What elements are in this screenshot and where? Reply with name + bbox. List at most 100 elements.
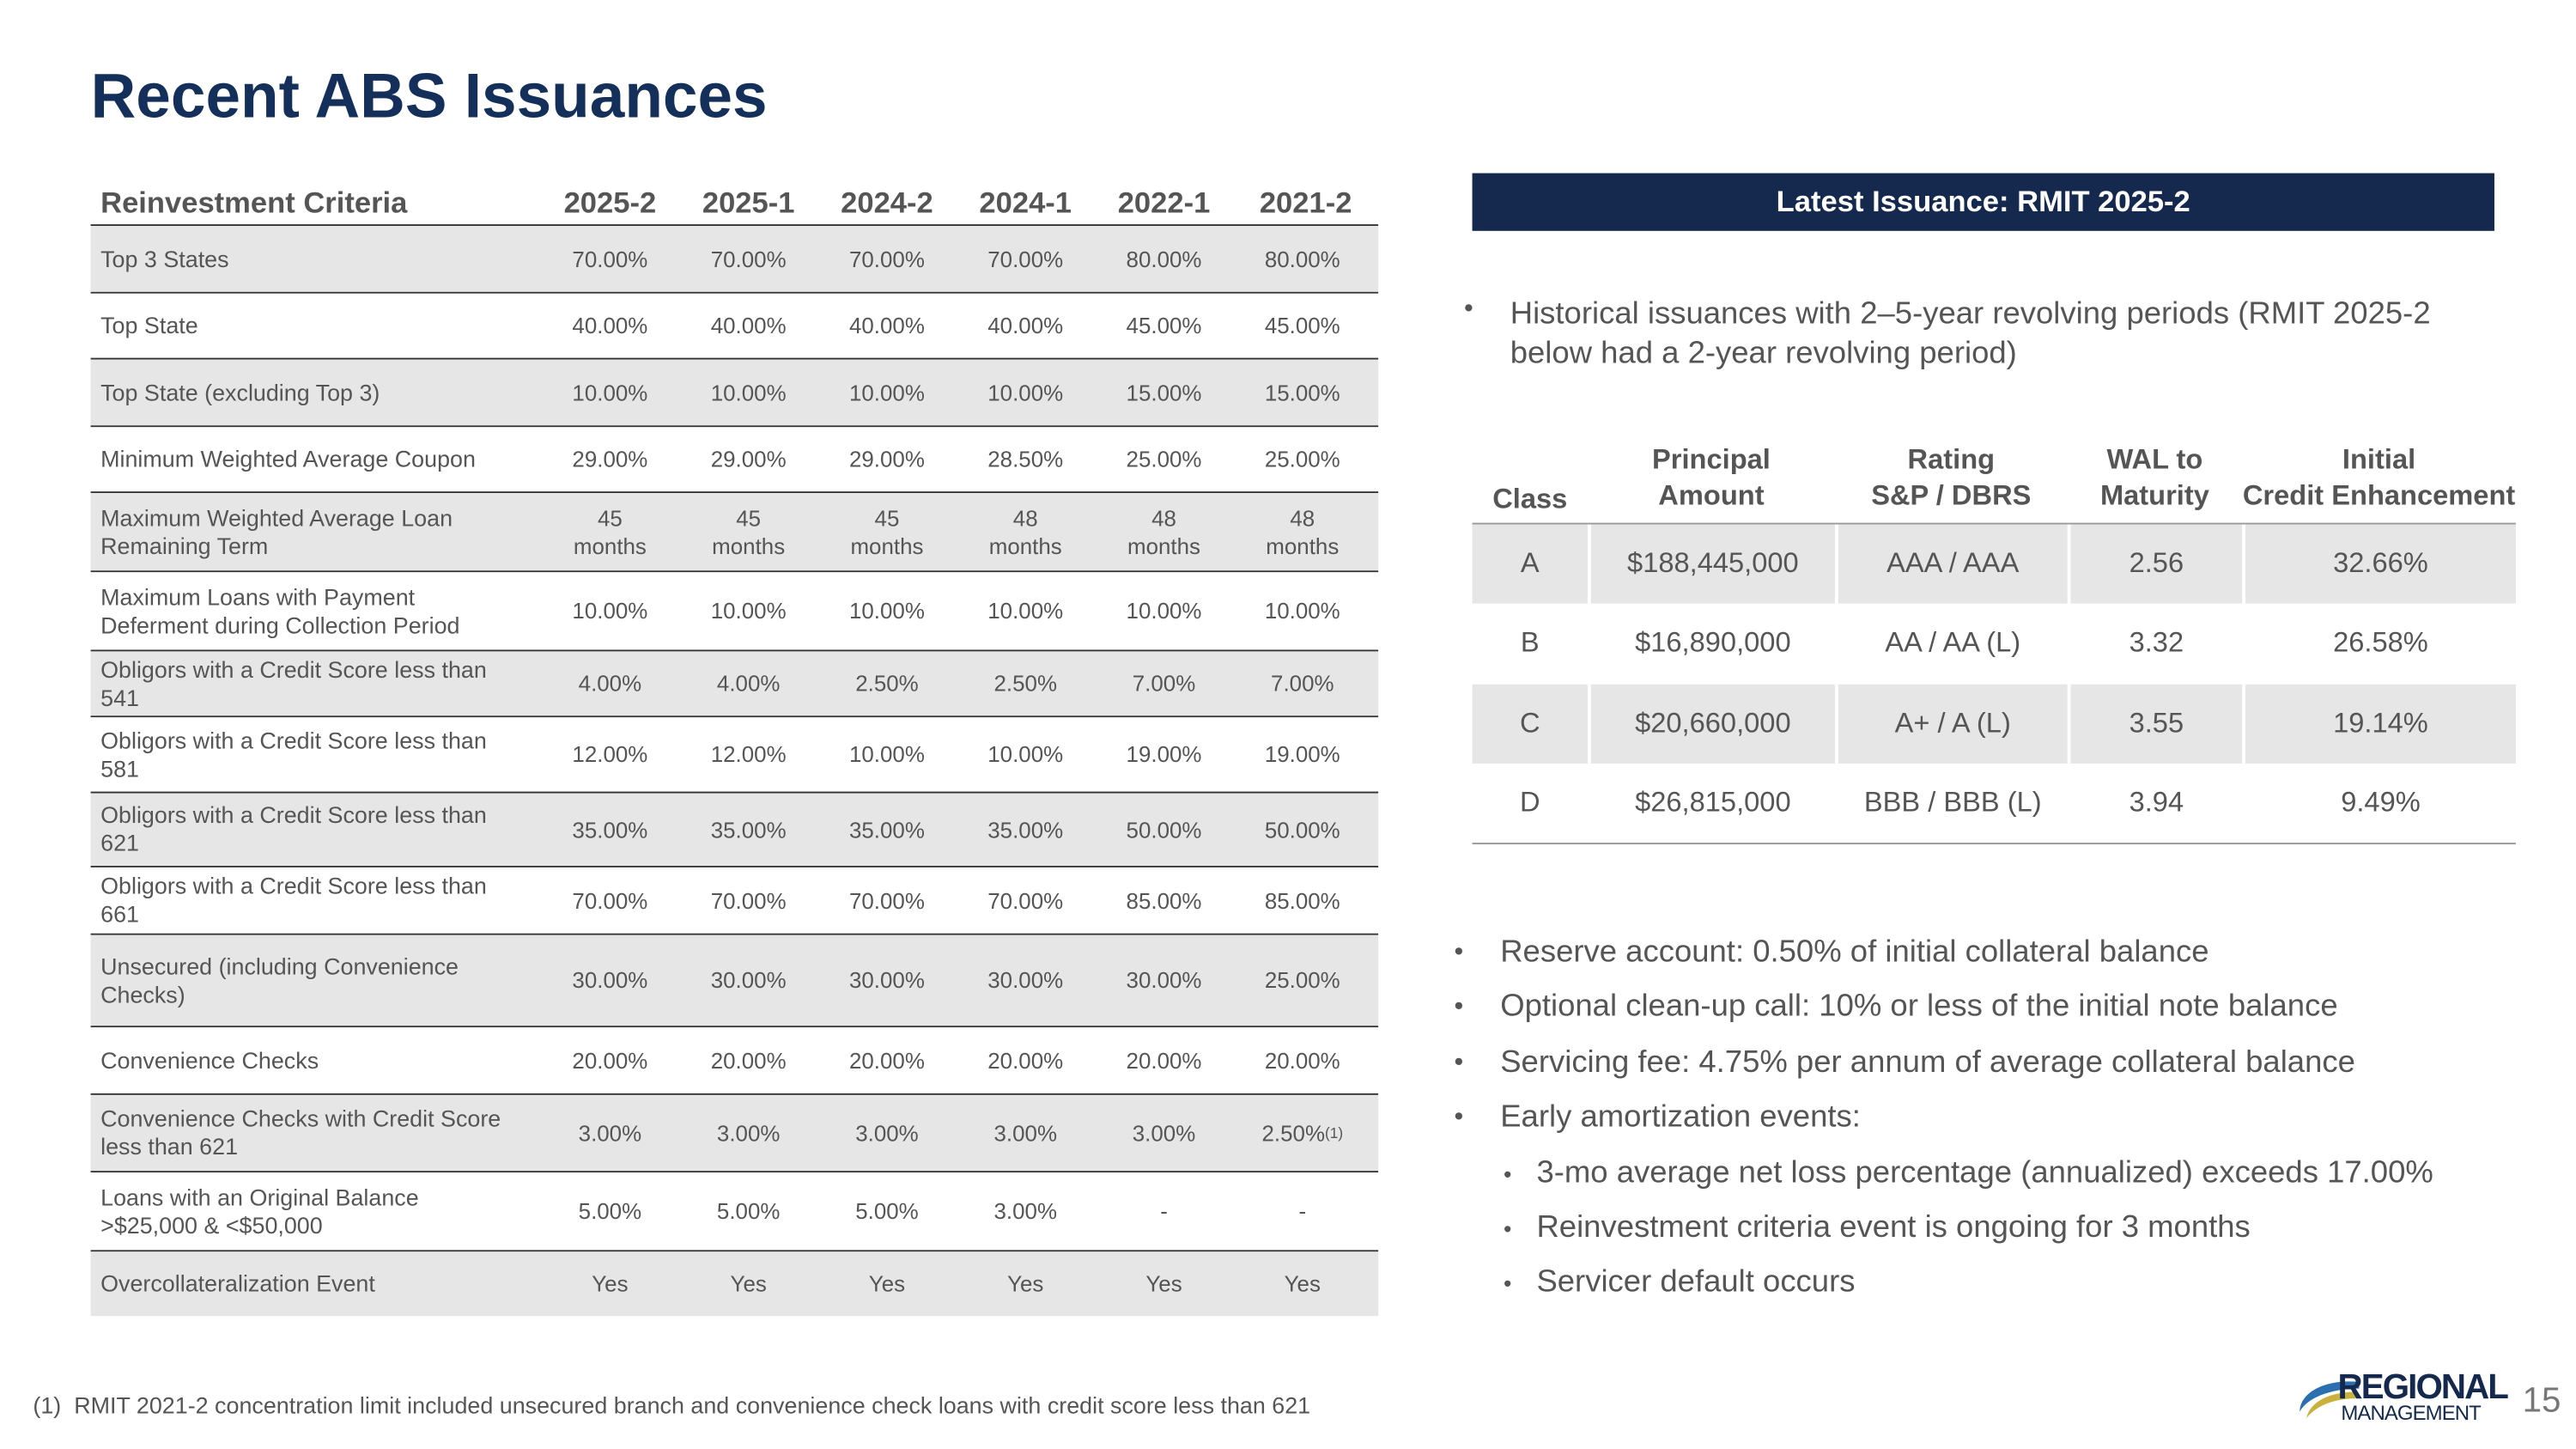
header-rule — [90, 224, 1379, 227]
cell: 10.00% — [1095, 572, 1233, 649]
cell: 70.00% — [541, 868, 679, 934]
row-band — [90, 293, 1379, 358]
cell-value: 12.00% — [710, 742, 787, 767]
class-cell: A+ / A (L) — [1834, 684, 2068, 764]
cell-value: 12.00% — [572, 742, 648, 767]
sub-bullet-dot: • — [1504, 1215, 1512, 1242]
cell: 40.00% — [957, 294, 1095, 358]
cell-value: 10.00% — [572, 380, 648, 405]
sub-bullet-text: Reinvestment criteria event is ongoing f… — [1536, 1210, 2251, 1245]
cell: 40.00% — [679, 294, 817, 358]
cell-value: 4.00% — [578, 671, 642, 697]
cell-value: 29.00% — [848, 447, 925, 472]
class-cell: $16,890,000 — [1587, 604, 1835, 684]
column-header: 2022-1 — [1117, 186, 1211, 219]
cell-value: 20.00% — [987, 1048, 1064, 1073]
class-header-rule — [1472, 522, 2516, 525]
row-rule — [90, 933, 1379, 935]
cell: 85.00% — [1233, 868, 1371, 934]
class-cell: BBB / BBB (L) — [1834, 763, 2068, 843]
row-label: Minimum Weighted Average Coupon — [100, 445, 476, 472]
row-band — [90, 572, 1379, 650]
row-band — [90, 935, 1379, 1026]
row-label: Obligors with a Credit Score less than 6… — [100, 872, 487, 928]
cell: 20.00% — [679, 1027, 817, 1093]
cell-value: 25.00% — [1264, 447, 1340, 472]
cell: 70.00% — [679, 868, 817, 934]
row-band — [90, 793, 1379, 866]
cell-value: 50.00% — [1126, 817, 1202, 843]
cell: 30.00% — [541, 935, 679, 1026]
cell: 10.00% — [957, 360, 1095, 426]
cell-value: 4.00% — [716, 671, 781, 697]
cell: 70.00% — [541, 226, 679, 292]
class-cell: 19.14% — [2242, 684, 2516, 764]
row-rule — [90, 866, 1379, 868]
cell-value: 30.00% — [987, 968, 1064, 993]
cell: 35.00% — [957, 794, 1095, 866]
cell-value: 85.00% — [1264, 887, 1340, 913]
logo-top: REGIONAL — [2337, 1368, 2509, 1407]
class-bottom-rule — [1472, 843, 2516, 845]
cell-value: 10.00% — [1126, 598, 1202, 624]
row-label: Obligors with a Credit Score less than 5… — [100, 726, 487, 782]
latest-issuance-heading: Latest Issuance: RMIT 2025-2 — [1472, 173, 2494, 231]
class-cell: 3.32 — [2067, 604, 2243, 684]
cell-value: 70.00% — [848, 887, 925, 913]
cell-value: 19.00% — [1126, 742, 1202, 767]
cell: 5.00% — [817, 1172, 956, 1250]
row-rule — [90, 649, 1379, 652]
cell: 29.00% — [541, 427, 679, 491]
row-label: Top State (excluding Top 3) — [100, 378, 380, 405]
logo-swoosh — [2300, 1381, 2360, 1419]
cell-value: 7.00% — [1271, 671, 1334, 697]
row-rule — [90, 1093, 1379, 1095]
cell-value: 20.00% — [572, 1048, 648, 1073]
row-band — [90, 1251, 1379, 1317]
class-cell: $188,445,000 — [1587, 524, 1835, 604]
row-label: Convenience Checks with Credit Score les… — [100, 1105, 501, 1160]
cell-value: 30.00% — [572, 968, 648, 993]
bullet-dot: • — [1463, 295, 1473, 324]
cell-value: 3.00% — [578, 1120, 642, 1146]
cell-value: 45 months — [850, 505, 924, 558]
row-rule — [90, 1171, 1379, 1173]
cell: 10.00% — [679, 572, 817, 649]
sub-bullet-dot: • — [1504, 1270, 1512, 1297]
cell-value: 25.00% — [1126, 447, 1202, 472]
cell: 2.50% — [957, 651, 1095, 715]
cell: 3.00% — [957, 1095, 1095, 1171]
footnote-text: RMIT 2021-2 concentration limit included… — [74, 1391, 1311, 1419]
cell: 48 months — [1095, 493, 1233, 570]
cell: Yes — [957, 1251, 1095, 1316]
row-band — [90, 1172, 1379, 1251]
cell: 4.00% — [679, 651, 817, 715]
cell-value: 70.00% — [848, 247, 925, 271]
row-band — [90, 717, 1379, 792]
cell-value: 50.00% — [1264, 817, 1340, 843]
cell: Yes — [679, 1251, 817, 1316]
cell-value: 2.50% — [993, 671, 1057, 697]
cell-value: Yes — [1007, 1271, 1044, 1297]
cell-value: 48 months — [1266, 505, 1340, 558]
cell-value: 35.00% — [987, 817, 1064, 843]
cell: 10.00% — [817, 717, 956, 791]
cell-value: 35.00% — [848, 817, 925, 843]
column-header: 2024-1 — [979, 186, 1072, 219]
class-cell: $26,815,000 — [1587, 763, 1835, 843]
cell: 80.00% — [1095, 226, 1233, 292]
row-rule — [90, 291, 1379, 294]
bullet-dot: • — [1454, 1103, 1464, 1132]
cell: 45.00% — [1233, 294, 1371, 358]
cell-value: 5.00% — [716, 1198, 781, 1224]
cell: 40.00% — [541, 294, 679, 358]
cell: 20.00% — [957, 1027, 1095, 1093]
intro-bullet: Historical issuances with 2–5-year revol… — [1510, 296, 2431, 371]
bullet-text: Early amortization events: — [1500, 1100, 1861, 1135]
cell-value: 10.00% — [710, 380, 787, 405]
cell-value: 48 months — [1127, 505, 1201, 558]
cell-value: 45.00% — [1126, 313, 1202, 338]
cell-value: 20.00% — [848, 1048, 925, 1073]
cell: 2.50% (1) — [1233, 1095, 1371, 1171]
